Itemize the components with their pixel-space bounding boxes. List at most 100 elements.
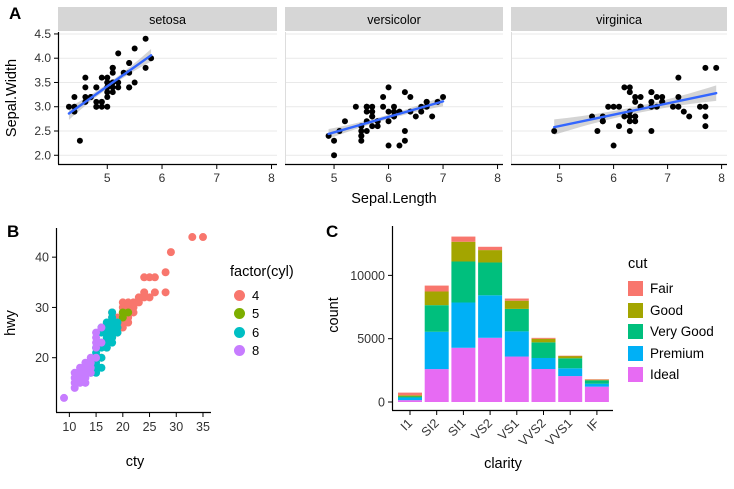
data-point [385,118,392,125]
y-axis-title: hwy [3,309,19,336]
data-point [429,113,436,120]
legend-item-cut-Premium: Premium [628,343,714,365]
x-tick-label: VVS1 [543,416,576,449]
data-point [385,108,392,115]
bar-segment-Premium [478,295,503,338]
data-point [648,98,655,105]
data-point [670,103,676,110]
data-point [126,84,133,91]
x-tick-label: 7 [664,171,671,185]
data-point [418,108,425,115]
data-point [98,103,105,110]
data-point [680,108,687,115]
legend-item-cut-Very-Good: Very Good [628,321,714,343]
legend-item-cyl-5: 5 [230,305,294,324]
legend-item-cyl-6: 6 [230,323,294,342]
data-point [675,103,682,110]
data-point [637,94,644,101]
bar-segment-Good [504,300,529,309]
data-point [686,113,693,120]
data-point [599,118,606,125]
y-tick-label: 5000 [357,332,385,346]
bar-segment-Fair [504,298,529,301]
panel-a-label: A [9,4,22,23]
y-tick-label: 4.0 [34,51,51,65]
trend-line [67,54,153,115]
bar-VVS1 [558,355,583,402]
gridlines [285,33,503,156]
legend-label: Very Good [650,324,714,340]
data-point [145,293,154,302]
y-tick-label: 3.0 [34,100,51,114]
gridlines [511,33,727,156]
bar-segment-Ideal [478,337,503,402]
data-point [702,123,709,130]
x-tick-label: 20 [116,420,130,434]
bar-segment-Very-Good [398,396,422,398]
data-point [150,273,159,282]
data-point [92,328,101,337]
bar-segment-Ideal [424,369,449,402]
bar-I1 [398,392,422,402]
y-axis: 2.0 2.5 3.0 3.5 4.0 4.5 [34,27,60,164]
x-tick-label: VVS2 [516,416,549,449]
x-tick-label: 35 [196,420,210,434]
x-tick-label: 5 [104,171,111,185]
x-tick-label: 8 [268,171,275,185]
legend-label: Fair [650,281,674,297]
x-tick-label: 6 [610,171,617,185]
data-point [142,64,149,71]
gridlines [58,33,277,156]
data-point [653,94,660,101]
bar-segment-Fair [424,285,449,292]
legend-swatch-square [628,302,643,318]
bar-segment-Fair [558,355,583,357]
x-tick-label: 7 [440,171,447,185]
data-point [358,132,365,139]
bar-SI1 [451,236,476,402]
bar-segment-Premium [451,302,476,348]
iris-facet-scatter-chart: setosa 5 6 7 8 versicolor 5 6 7 8 virginica 5 6 7 8 2.0… [4,7,727,207]
data-point [626,118,633,125]
data-point [626,89,633,96]
bar-segment-Premium [424,331,449,370]
legend-item-cut-Ideal: Ideal [628,364,714,386]
data-point [104,103,111,110]
data-point [713,64,720,71]
data-point [115,84,122,91]
data-point [92,353,101,362]
data-point [108,308,117,317]
data-point [358,128,365,134]
legend-swatch-circle [234,326,245,338]
data-point [93,103,100,110]
cut-legend: cut Fair Good Very Good Premium Ideal [628,256,714,386]
bar-segment-Good [584,379,609,381]
data-point [131,45,138,52]
data-point [93,84,100,91]
facet-strip [58,7,277,31]
bar-segment-Ideal [558,376,583,402]
y-axis-title: Sepal.Width [4,59,20,137]
y-tick-label: 0 [378,396,385,410]
bar-segment-Premium [504,331,529,357]
y-tick-label: 40 [35,251,49,265]
data-point [104,94,111,101]
data-point [104,89,111,96]
data-point [616,103,622,110]
x-axis-title: clarity [484,456,523,472]
data-point [93,98,100,105]
panel-c-label: C [326,222,339,241]
bar-VS2 [478,246,503,402]
bar-segment-Ideal [398,400,422,402]
bar-segment-Good [558,355,583,359]
data-point [702,64,709,71]
data-point [126,60,133,67]
x-tick-label: VS2 [469,416,496,443]
data-point [331,152,338,159]
data-point [98,98,105,105]
data-point [109,89,116,96]
y-tick-label: 3.5 [34,75,51,89]
legend-swatch-square [628,324,643,340]
data-point [363,128,370,134]
data-point [352,103,359,110]
